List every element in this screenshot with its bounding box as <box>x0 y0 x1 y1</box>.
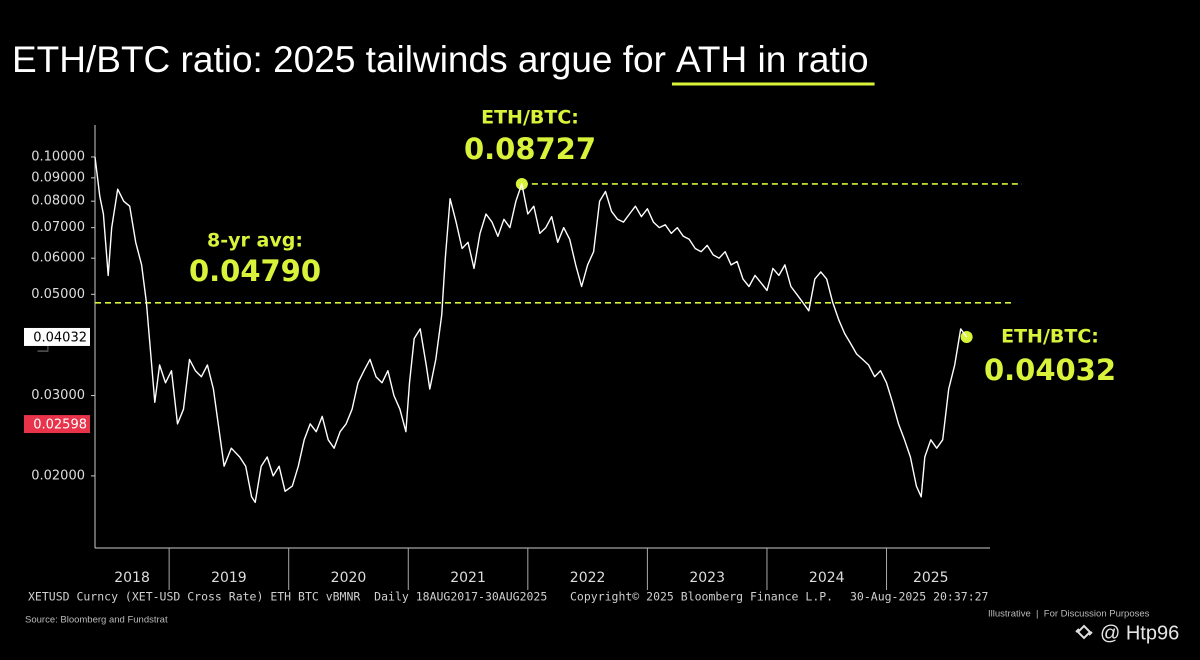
price-tag-box <box>24 327 90 346</box>
price-tag: 0.04032 <box>33 330 87 345</box>
annotation-heading: 8-yr avg: <box>207 230 303 252</box>
price-tag: 0.02598 <box>33 418 87 433</box>
x-tick-label: 2022 <box>570 570 606 586</box>
y-tick-label: 0.06000 <box>31 251 85 266</box>
annotation-heading: ETH/BTC: <box>481 107 579 129</box>
y-tick-label: 0.09000 <box>31 170 85 185</box>
annotation-value: 0.08727 <box>464 132 596 166</box>
price-line <box>94 156 968 504</box>
x-tick-label: 2019 <box>211 570 247 586</box>
copyright: Copyright© 2025 Bloomberg Finance L.P. <box>570 590 833 604</box>
price-tag-box <box>24 415 90 434</box>
annotation-heading: ETH/BTC: <box>1001 326 1099 348</box>
source: Source: Bloomberg and Fundstrat <box>25 615 168 626</box>
y-tick-label: 0.07000 <box>31 220 85 235</box>
y-tick-label: 0.10000 <box>31 149 85 164</box>
x-tick-label: 2024 <box>809 570 845 586</box>
series-info: XETUSD Curncy (XET-USD Cross Rate) ETH B… <box>28 590 547 604</box>
y-tick-label: 0.08000 <box>31 194 85 209</box>
watermark-icon <box>1075 624 1093 640</box>
annotation-value: 0.04032 <box>984 353 1116 387</box>
y-tick-label: 0.02000 <box>31 468 85 483</box>
x-tick-label: 2018 <box>114 570 150 586</box>
x-tick-label: 2021 <box>450 570 486 586</box>
x-tick-label: 2025 <box>913 570 949 586</box>
disclaimer: Illustrative | For Discussion Purposes <box>988 609 1150 620</box>
chart-title-highlight: ATH in ratio <box>676 39 869 80</box>
x-tick-label: 2020 <box>331 570 367 586</box>
chart-title: ETH/BTC ratio: 2025 tailwinds argue for <box>12 39 666 80</box>
timestamp: 30-Aug-2025 20:37:27 <box>850 590 989 604</box>
y-tick-label: 0.05000 <box>31 287 85 302</box>
x-tick-label: 2023 <box>689 570 725 586</box>
watermark: @ Htp96 <box>1100 622 1179 644</box>
annotation-value: 0.04790 <box>189 254 321 288</box>
y-tick-label: 0.03000 <box>31 388 85 403</box>
